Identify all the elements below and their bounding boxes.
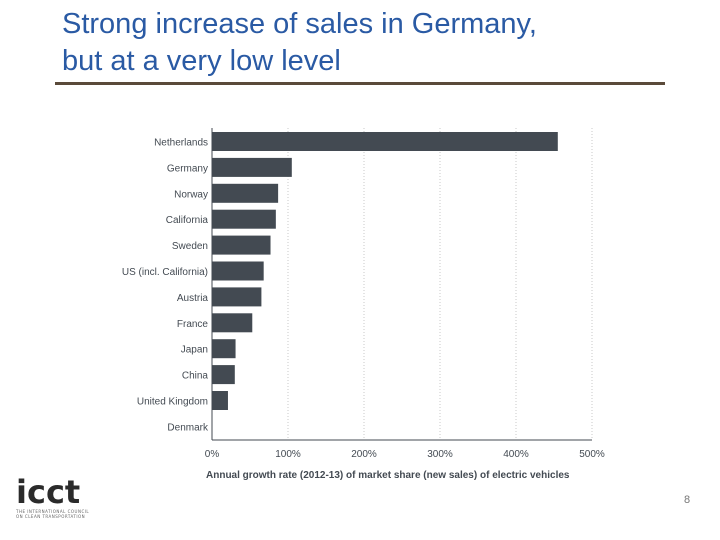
bar xyxy=(212,391,228,410)
bar xyxy=(212,235,271,255)
category-label: Norway xyxy=(174,189,208,200)
slide-title: Strong increase of sales in Germany, but… xyxy=(62,6,682,80)
category-label: United Kingdom xyxy=(137,397,208,408)
x-tick-label: 300% xyxy=(427,449,453,460)
bar xyxy=(212,287,262,307)
category-label: France xyxy=(177,319,209,330)
bar xyxy=(212,183,279,203)
category-label: US (incl. California) xyxy=(122,267,208,278)
logo-tagline-1: THE INTERNATIONAL COUNCIL xyxy=(16,509,90,514)
category-label: Denmark xyxy=(167,422,209,433)
x-tick-label: 100% xyxy=(275,449,301,460)
page-number: 8 xyxy=(684,494,691,506)
category-label: Germany xyxy=(167,163,208,174)
title-divider xyxy=(55,82,665,85)
bar xyxy=(212,209,276,229)
slide-title-line-1: Strong increase of sales in Germany, xyxy=(62,8,537,40)
category-label: Japan xyxy=(181,345,208,356)
bar xyxy=(212,339,236,359)
logo-tagline-2: ON CLEAN TRANSPORTATION xyxy=(16,514,86,519)
logo-wordmark: icct xyxy=(16,473,81,511)
bar xyxy=(212,157,292,177)
bar xyxy=(212,313,253,333)
bar xyxy=(212,261,264,281)
category-label: Netherlands xyxy=(154,138,208,149)
slide-title-line-2: but at a very low level xyxy=(62,45,341,77)
bar xyxy=(212,132,558,151)
category-label: California xyxy=(166,215,209,226)
x-tick-label: 0% xyxy=(205,449,220,460)
x-tick-label: 200% xyxy=(351,449,377,460)
x-tick-label: 400% xyxy=(503,449,529,460)
x-tick-label: 500% xyxy=(579,449,605,460)
category-label: Austria xyxy=(177,293,209,304)
icct-logo: icct THE INTERNATIONAL COUNCIL ON CLEAN … xyxy=(16,475,96,525)
bar xyxy=(212,365,235,385)
x-axis-title: Annual growth rate (2012-13) of market s… xyxy=(206,470,570,481)
category-label: Sweden xyxy=(172,241,208,252)
category-label: China xyxy=(182,371,209,382)
